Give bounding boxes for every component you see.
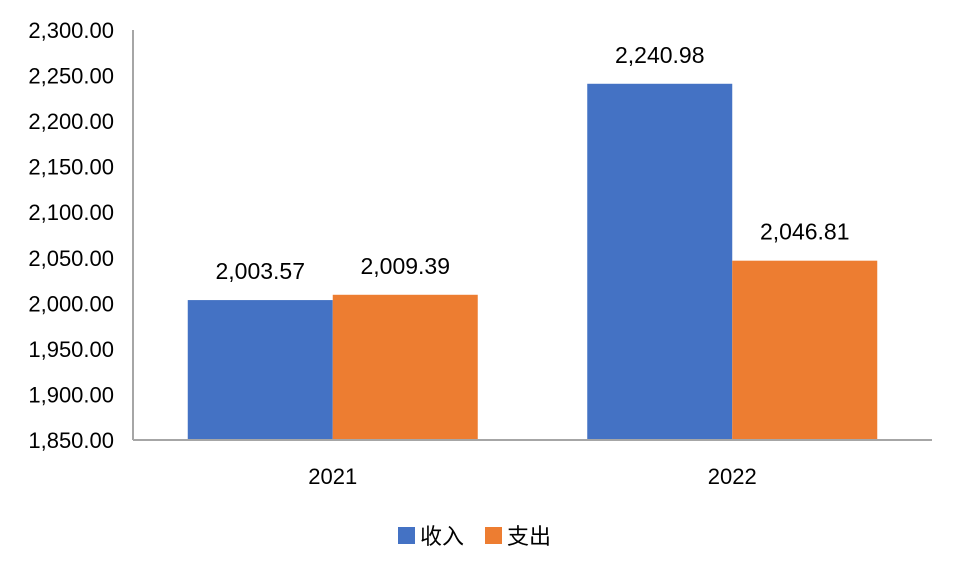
y-tick-label: 2,150.00 bbox=[28, 155, 114, 180]
y-axis-tick-labels: 1,850.00 1,900.00 1,950.00 2,000.00 2,050.00… bbox=[28, 18, 114, 453]
x-tick-label: 2022 bbox=[708, 464, 757, 489]
data-label: 2,240.98 bbox=[615, 42, 705, 68]
y-tick-label: 2,000.00 bbox=[28, 291, 114, 316]
bar-income-2021 bbox=[187, 300, 333, 440]
legend: 收入 支出 bbox=[398, 525, 551, 550]
y-tick-label: 2,300.00 bbox=[28, 18, 114, 43]
data-label: 2,046.81 bbox=[760, 219, 850, 245]
y-tick-label: 1,950.00 bbox=[28, 337, 114, 362]
bar-income-2022 bbox=[587, 83, 733, 441]
chart-axes bbox=[132, 30, 932, 441]
legend-label: 收入 bbox=[420, 525, 464, 550]
x-tick-label: 2021 bbox=[308, 464, 357, 489]
legend-label: 支出 bbox=[507, 525, 551, 550]
data-labels: 2,003.57 2,009.39 2,240.98 2,046.81 bbox=[215, 42, 849, 284]
y-tick-label: 2,200.00 bbox=[28, 109, 114, 134]
bar-expense-2022 bbox=[732, 260, 878, 440]
data-label: 2,003.57 bbox=[215, 258, 305, 284]
legend-swatch bbox=[398, 527, 415, 544]
chart-bars bbox=[187, 83, 878, 441]
x-axis-tick-labels: 2021 2022 bbox=[308, 464, 756, 489]
bar-expense-2021 bbox=[332, 294, 478, 440]
y-tick-label: 1,900.00 bbox=[28, 382, 114, 407]
y-tick-label: 2,050.00 bbox=[28, 246, 114, 271]
y-tick-label: 2,250.00 bbox=[28, 64, 114, 89]
data-label: 2,009.39 bbox=[360, 253, 450, 279]
y-tick-label: 1,850.00 bbox=[28, 428, 114, 453]
y-tick-label: 2,100.00 bbox=[28, 200, 114, 225]
legend-swatch bbox=[485, 527, 502, 544]
